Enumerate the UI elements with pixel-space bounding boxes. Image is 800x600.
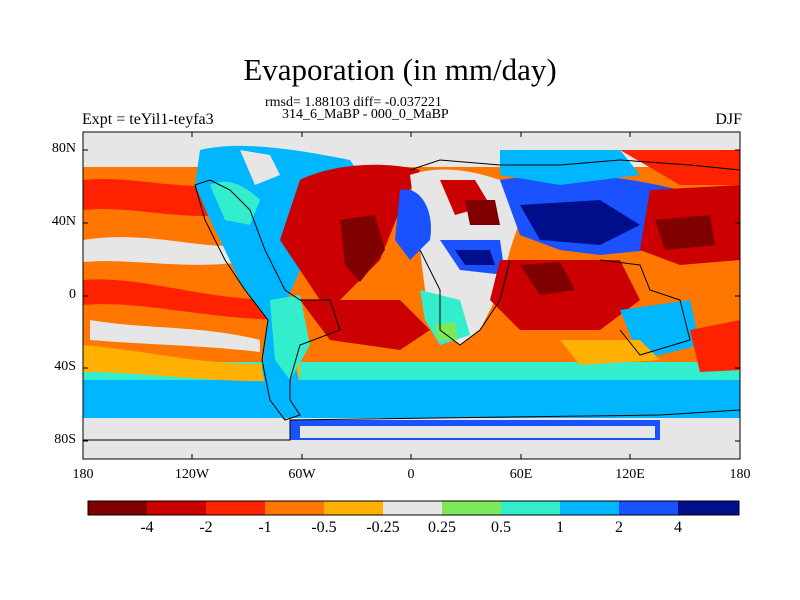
anomaly-field [83,132,740,459]
western-landmass-teal [210,181,260,225]
western-highland [240,150,280,185]
colorbar-label-1: -4 [140,519,154,536]
central-west-blue [395,189,431,260]
colorbar-box-8 [501,501,560,515]
lon-label-0: 0 [407,467,415,482]
colorbar-box-4 [265,501,324,515]
indian-ocean-red [490,260,640,330]
map-title: Evaporation (in mm/day) [243,52,557,87]
central-interior-darkred [465,200,500,225]
season-label: DJF [715,111,742,128]
experiment-label: Expt = teYil1-teyfa3 [82,111,214,128]
central-atlantic-darkred [340,215,385,282]
tropical-atlantic-red [300,300,430,350]
lon-ticks [82,132,741,459]
antarctic-coastline [83,409,740,441]
stats-label: rmsd= 1.88103 diff= -0.037221 [265,95,442,110]
southern-ocean-band [83,378,740,418]
colorbar-box-11 [678,501,739,515]
south-pacific-band [90,320,260,352]
lat-label-40s: 40S [54,359,76,374]
eastern-coastline [599,259,691,356]
lon-label-120e: 120E [615,467,645,482]
colorbar-box-9 [560,501,619,515]
periods-label: 314_6_MaBP - 000_0_MaBP [282,107,449,122]
northern-coastline [409,159,740,171]
central-coastline [419,249,511,346]
lat-ticks [83,149,740,442]
colorbar-frame [87,500,740,516]
north-pacific-band [83,178,230,217]
south-central-teal [420,290,470,345]
colorbar-label-6: 0.25 [428,519,456,536]
colorbar-box-10 [619,501,678,515]
eastern-landmass-navy [520,200,640,245]
south-central-green [435,322,458,340]
colorbar-label-9: 2 [615,519,623,536]
colorbar-label-4: -0.5 [311,519,337,536]
coastlines [83,159,740,441]
lat-label-80n: 80N [51,141,76,156]
lat-label-40n: 40N [51,214,76,229]
northeast-red [620,150,740,185]
lon-label-60w: 60W [288,467,316,482]
colorbar-label-2: -2 [199,519,213,536]
colorbar-label-7: 0.5 [491,519,511,536]
lon-label-60e: 60E [509,467,533,482]
colorbar-label-3: -1 [258,519,272,536]
antarctic-ice-shelf [300,426,655,438]
colorbar-box-1 [88,501,147,515]
lon-label-180e: 180 [729,467,751,482]
colorbar-label-8: 1 [556,519,564,536]
central-sea-navy [455,250,495,265]
colorbar [87,500,740,516]
indian-ocean-darkred [520,262,575,295]
southeast-ocean-red [690,320,740,372]
lon-label-180w: 180 [72,467,94,482]
colorbar-box-6 [383,501,442,515]
south-indian-yellow [560,340,660,365]
south-pacific-yellow [83,345,300,382]
colorbar-box-5 [324,501,383,515]
colorbar-box-7 [442,501,501,515]
northwest-pacific-darkred [655,215,715,250]
colorbar-box-2 [147,501,206,515]
colorbar-label-10: 4 [674,519,682,536]
western-coastline [194,179,341,421]
lat-label-0: 0 [69,287,76,302]
colorbar-label-5: -0.25 [366,519,400,536]
southern-landmass-teal [270,295,310,380]
tropical-band [83,237,240,265]
lat-label-80s: 80S [54,432,76,447]
colorbar-box-3 [206,501,265,515]
equatorial-band [83,279,280,320]
northern-landmass-blue [500,150,640,185]
lon-label-120w: 120W [174,467,210,482]
